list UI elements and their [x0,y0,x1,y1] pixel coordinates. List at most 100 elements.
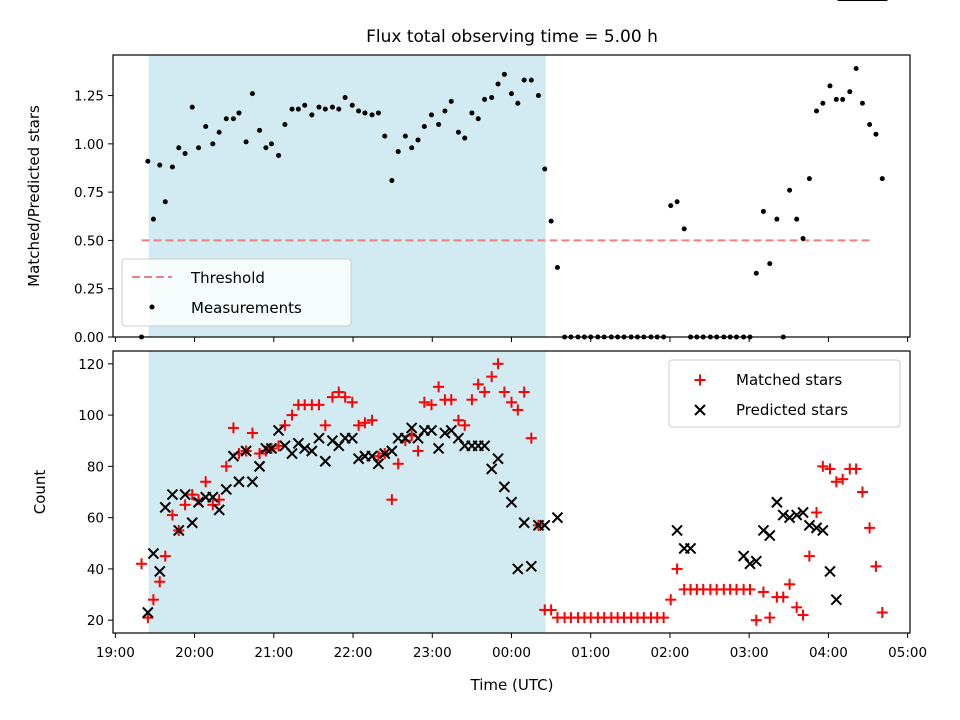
x-tick-label: 23:00 [413,645,452,661]
legend-matched-label: Matched stars [736,371,842,389]
matched-point [452,414,464,426]
predicted-point [405,422,418,434]
predicted-point [352,452,365,465]
matched-point [856,486,868,498]
measurement-point [182,151,188,157]
matched-point [339,391,351,403]
measurement-point [820,100,826,106]
predicted-point [154,565,166,578]
predicted-point [265,442,278,455]
measurement-point [833,96,839,102]
measurement-point [263,145,269,151]
matched-point [392,458,404,470]
measurement-point [356,108,362,114]
measurement-point [867,122,873,128]
legend-predicted-swatch [694,404,706,416]
predicted-point [213,504,225,516]
matched-point [777,591,789,603]
measurement-point [879,176,885,182]
matched-point [333,386,345,398]
predicted-point [220,483,232,496]
measurement-point [448,98,454,104]
x-tick-label: 22:00 [334,645,373,661]
measurement-point [409,145,415,151]
measurement-point [827,83,833,89]
measurement-point [289,106,295,112]
matched-point [506,396,517,408]
matched-point [154,576,166,588]
measurement-point [309,112,315,118]
matched-point [220,460,232,472]
predicted-point [744,558,756,570]
measurement-point [800,235,806,241]
matched-point [386,494,398,506]
matched-point [658,612,670,624]
predicted-point [372,458,385,470]
predicted-point [777,509,789,521]
predicted-point [207,491,219,503]
count-legend: Matched stars Predicted stars [668,359,901,428]
matched-point [459,419,471,431]
measurement-point [515,100,521,106]
measurement-point [349,102,355,108]
predicted-point [797,506,809,519]
measurement-point [521,77,527,83]
matched-point [811,507,823,519]
x-axis-label: Time (UTC) [470,676,554,694]
matched-point [479,386,491,398]
ratio-legend: Threshold Measurements [121,258,352,327]
measurement-point [145,158,151,164]
measurement-point [787,187,793,193]
measurement-point [236,110,242,116]
measurement-point [548,218,554,224]
predicted-point [319,455,332,467]
measurement-point [442,108,448,114]
matched-point [159,550,171,562]
predicted-point [286,447,298,460]
measurement-point [760,208,766,214]
matched-point [850,463,862,475]
measurement-point [528,77,534,83]
measurement-point [794,216,800,222]
measurement-point [469,110,475,116]
predicted-point [233,476,245,488]
measurement-point [475,116,481,122]
predicted-point [253,460,266,473]
predicted-point [186,517,198,529]
measurement-point [395,149,401,155]
count-x-axis: 19:00 20:00 21:00 22:00 23:00 00:00 01:00 02:00… [96,633,927,661]
predicted-point [306,445,318,457]
matched-point [817,460,829,472]
x-tick-label: 20:00 [175,645,214,661]
measurement-point [369,112,375,118]
measurement-point [767,261,773,267]
measurement-point [873,131,879,137]
y-tick-label: 80 [87,459,104,475]
predicted-point [525,560,538,573]
measurement-point [840,96,846,102]
matched-point [227,422,239,434]
legend-threshold-label: Threshold [190,269,265,287]
measurement-point [336,106,342,112]
ratio-x-axis [114,337,909,342]
predicted-point [485,463,498,475]
measurement-point [421,123,427,129]
legend-matched-swatch [694,374,706,386]
y-tick-label: 0.00 [74,330,104,346]
matched-point [492,358,504,370]
count-y-axis: 20 40 60 80 100 120 [78,357,113,629]
measurement-point [509,91,514,97]
predicted-point [227,450,240,462]
predicted-point [147,547,160,560]
matched-point [498,386,510,398]
measurement-point [415,137,421,143]
x-tick-label: 02:00 [650,645,689,661]
x-tick-label: 00:00 [492,645,531,661]
matched-point [246,427,258,439]
measurement-point [268,141,274,147]
matched-point [864,522,876,534]
predicted-point [246,476,259,488]
predicted-point [142,606,154,619]
matched-point [671,563,683,575]
